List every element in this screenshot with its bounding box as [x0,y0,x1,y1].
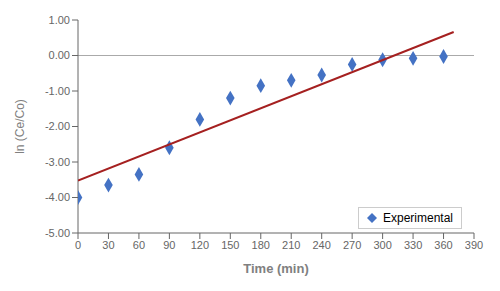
svg-text:300: 300 [373,239,391,251]
svg-text:-2.00: -2.00 [45,120,70,132]
svg-text:-3.00: -3.00 [45,156,70,168]
svg-text:210: 210 [282,239,300,251]
svg-text:-4.00: -4.00 [45,191,70,203]
svg-text:60: 60 [133,239,145,251]
svg-text:180: 180 [252,239,270,251]
svg-text:120: 120 [191,239,209,251]
svg-text:150: 150 [221,239,239,251]
svg-text:240: 240 [313,239,331,251]
svg-text:1.00: 1.00 [49,14,70,26]
svg-text:390: 390 [465,239,483,251]
svg-text:270: 270 [343,239,361,251]
svg-text:-1.00: -1.00 [45,85,70,97]
svg-text:30: 30 [102,239,114,251]
svg-text:ln (Ce/Co): ln (Ce/Co) [13,99,27,154]
svg-text:Time (min): Time (min) [243,261,309,276]
svg-text:330: 330 [404,239,422,251]
html-text:Experimental: Experimental [383,211,453,225]
svg-text:0: 0 [75,239,81,251]
svg-text:-5.00: -5.00 [45,227,70,239]
svg-text:0.00: 0.00 [49,49,70,61]
svg-text:90: 90 [163,239,175,251]
svg-text:360: 360 [434,239,452,251]
